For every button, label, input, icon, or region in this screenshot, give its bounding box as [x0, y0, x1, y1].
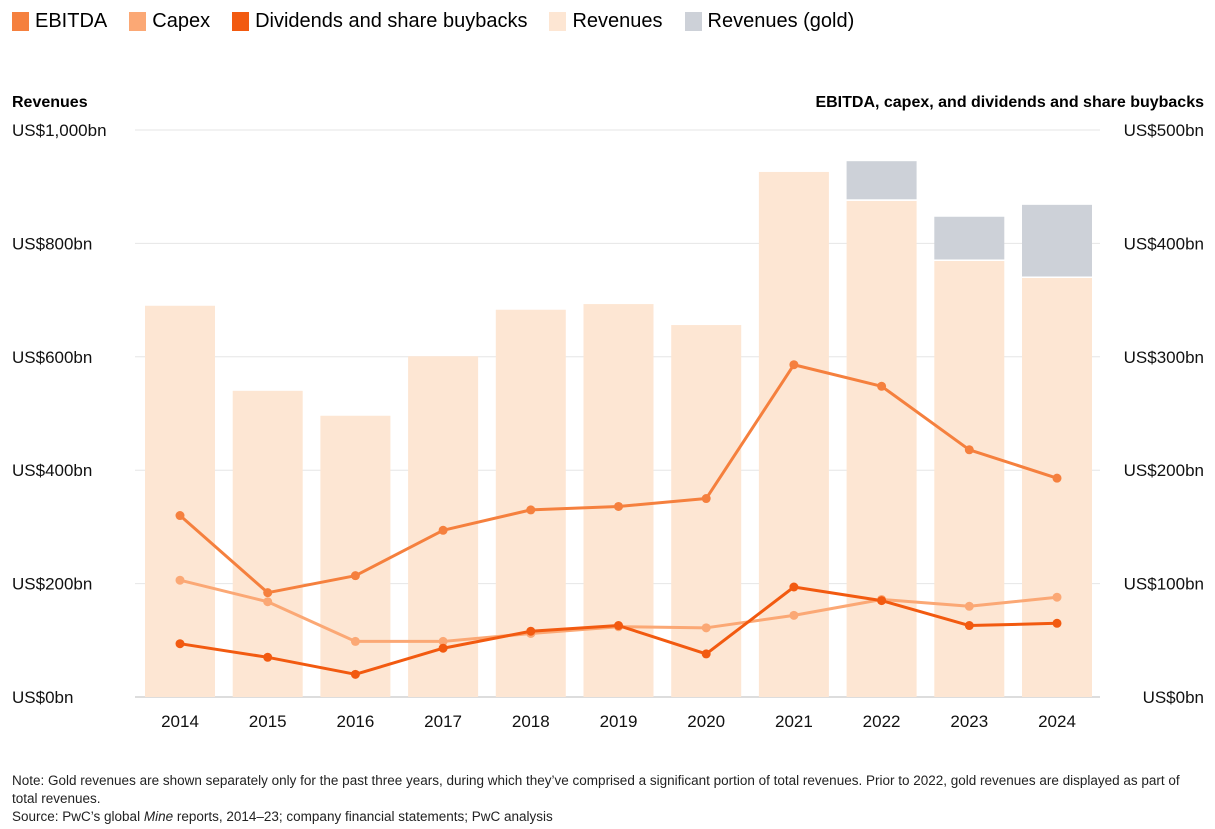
right-tick-label: US$100bn — [1124, 575, 1204, 594]
legend-label: EBITDA — [35, 10, 108, 32]
series-point — [964, 621, 974, 631]
series-point — [438, 643, 448, 653]
series-point — [175, 639, 185, 649]
gold-revenue-bar — [846, 161, 917, 200]
legend-swatch — [549, 12, 567, 31]
legend-swatch — [129, 12, 147, 31]
notes: Note: Gold revenues are shown separately… — [12, 772, 1202, 826]
revenue-bar — [758, 171, 829, 697]
source-suffix: reports, 2014–23; company financial stat… — [173, 809, 553, 824]
x-tick-label: 2015 — [249, 712, 287, 731]
legend-item: Revenues — [549, 10, 663, 33]
revenue-bar — [145, 305, 215, 697]
right-tick-label: US$300bn — [1124, 348, 1204, 367]
series-point — [964, 445, 974, 455]
revenue-bar — [583, 304, 654, 697]
left-tick-label: US$0bn — [12, 688, 73, 707]
x-tick-label: 2017 — [424, 712, 462, 731]
x-tick-label: 2022 — [863, 712, 901, 731]
series-point — [175, 575, 185, 585]
legend-label: Dividends and share buybacks — [255, 10, 528, 32]
legend-label: Revenues — [572, 10, 663, 32]
revenue-bar — [232, 390, 303, 697]
series-point — [701, 494, 711, 504]
legend-item: Dividends and share buybacks — [232, 10, 527, 33]
series-point — [877, 596, 887, 606]
x-tick-label: 2021 — [775, 712, 813, 731]
series-point — [1052, 592, 1062, 602]
x-tick-label: 2018 — [512, 712, 550, 731]
left-tick-label: US$800bn — [12, 234, 92, 253]
series-point — [614, 501, 623, 511]
note-text: Note: Gold revenues are shown separately… — [12, 773, 1180, 806]
series-point — [263, 588, 273, 598]
gold-revenue-bar — [1022, 204, 1092, 277]
x-tick-label: 2024 — [1038, 712, 1076, 731]
source-prefix: Source: PwC’s global — [12, 809, 144, 824]
left-tick-label: US$600bn — [12, 348, 92, 367]
x-tick-label: 2023 — [950, 712, 988, 731]
series-point — [526, 505, 536, 515]
series-point — [789, 610, 799, 620]
series-point — [263, 597, 273, 607]
legend-item: Revenues (gold) — [684, 10, 855, 33]
left-tick-label: US$400bn — [12, 461, 92, 480]
series-point — [789, 360, 799, 370]
revenue-bar — [934, 260, 1005, 697]
x-tick-label: 2019 — [600, 712, 638, 731]
series-point — [1052, 473, 1062, 483]
revenue-bar — [495, 309, 566, 697]
legend-swatch — [232, 12, 250, 31]
series-point — [526, 626, 536, 636]
legend-swatch — [12, 12, 29, 31]
chart-svg: Revenues EBITDA, capex, and dividends and… — [12, 94, 1204, 731]
revenue-bar — [1022, 277, 1092, 697]
legend-item: Capex — [129, 10, 210, 33]
x-tick-label: 2016 — [336, 712, 374, 731]
right-tick-label: US$0bn — [1143, 688, 1204, 707]
revenue-bar — [671, 325, 742, 697]
right-tick-label: US$500bn — [1124, 121, 1204, 140]
x-tick-label: 2014 — [161, 712, 199, 731]
series-point — [175, 511, 185, 521]
legend-swatch — [684, 12, 702, 31]
series-point — [877, 381, 887, 391]
series-point — [701, 649, 711, 659]
series-point — [964, 601, 974, 611]
series-point — [1052, 618, 1062, 628]
series-point — [263, 652, 273, 662]
source-text: Source: PwC’s global Mine reports, 2014–… — [12, 808, 1202, 826]
source-italic: Mine — [143, 809, 174, 824]
series-point — [350, 571, 360, 581]
series-point — [789, 582, 799, 592]
series-point — [438, 525, 448, 535]
right-tick-label: US$400bn — [1124, 234, 1204, 253]
left-tick-label: US$200bn — [12, 575, 92, 594]
series-point — [350, 636, 360, 646]
right-axis-title: EBITDA, capex, and dividends and share b… — [815, 94, 1204, 111]
legend-label: Revenues (gold) — [707, 10, 855, 32]
series-point — [438, 636, 448, 646]
series-point — [350, 669, 360, 679]
revenue-bar — [320, 415, 391, 697]
left-axis-title: Revenues — [12, 94, 88, 111]
legend: EBITDA Capex Dividends and share buybacks R… — [12, 10, 854, 33]
legend-item: EBITDA — [12, 10, 107, 33]
revenue-bar — [846, 200, 917, 697]
series-point — [701, 623, 711, 633]
right-tick-label: US$200bn — [1124, 461, 1204, 480]
legend-label: Capex — [152, 10, 211, 32]
series-point — [614, 621, 623, 631]
left-tick-label: US$1,000bn — [12, 121, 107, 140]
x-tick-label: 2020 — [687, 712, 725, 731]
gold-revenue-bar — [934, 216, 1005, 260]
